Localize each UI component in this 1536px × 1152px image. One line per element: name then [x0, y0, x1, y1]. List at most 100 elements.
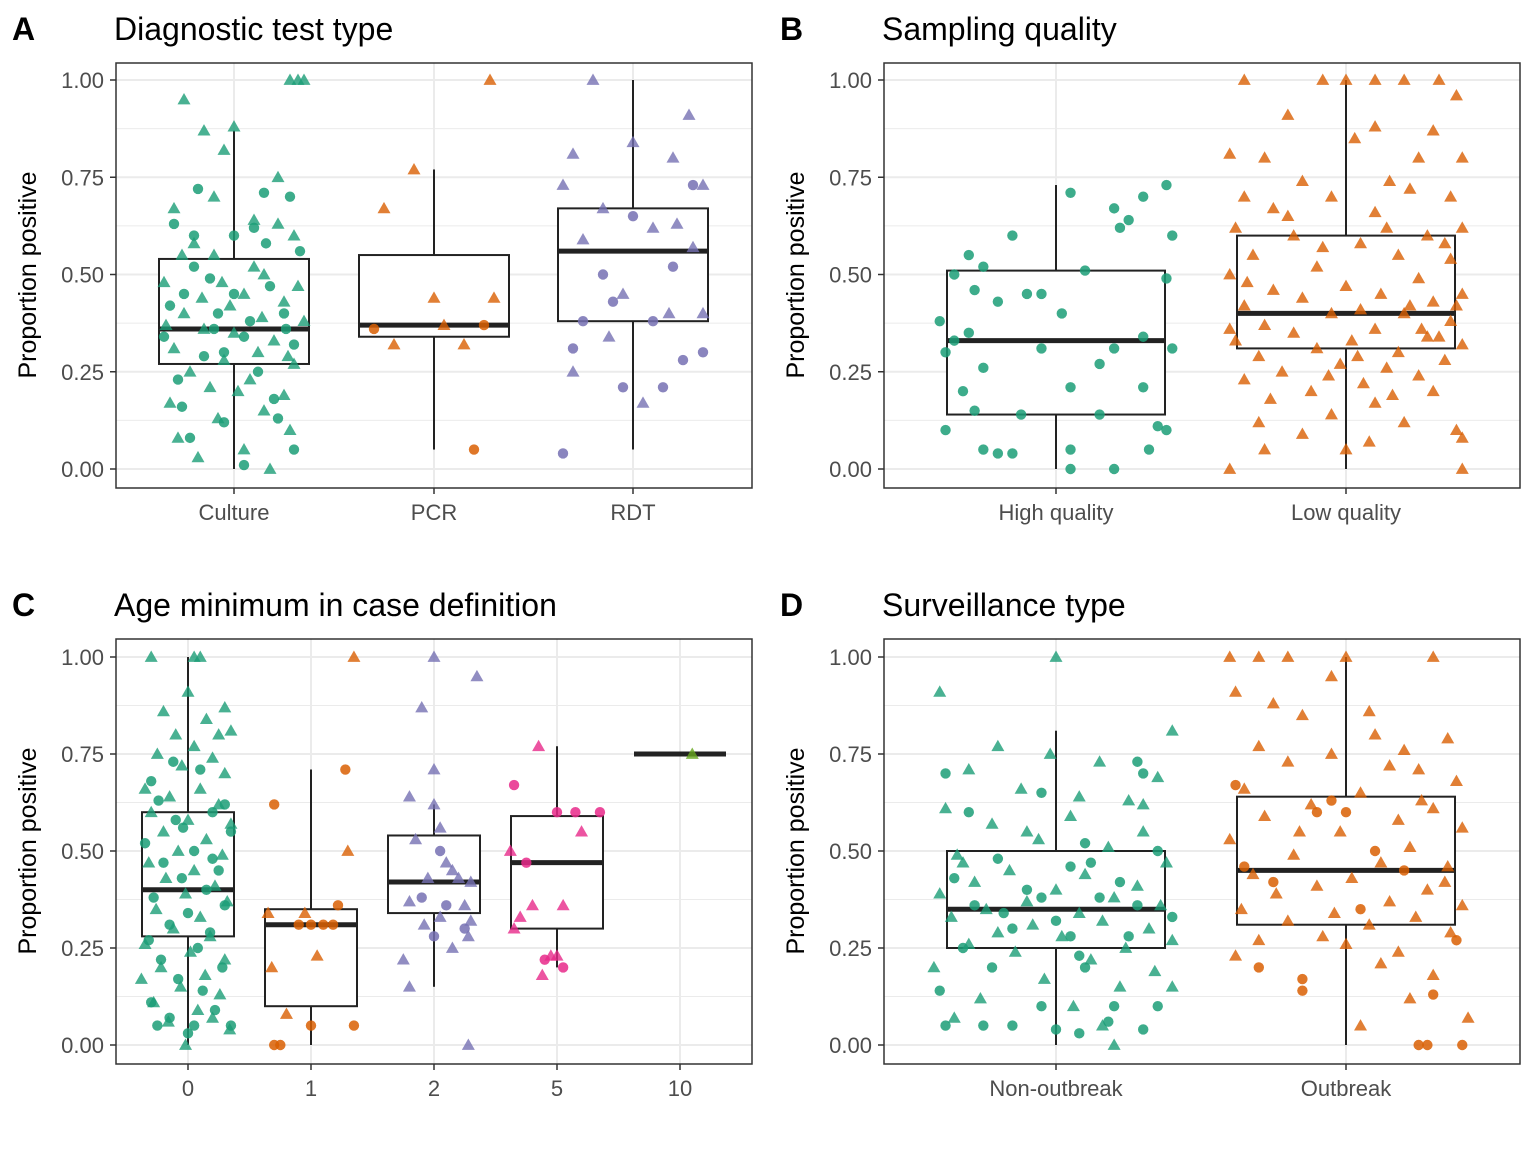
data-point: [978, 444, 989, 455]
data-point: [1356, 376, 1370, 389]
data-point: [271, 217, 285, 229]
data-point: [228, 288, 240, 300]
data-point: [1316, 240, 1330, 253]
data-point: [146, 775, 157, 787]
data-point: [617, 382, 629, 393]
data-point: [213, 865, 224, 876]
data-point: [1383, 894, 1397, 907]
data-point: [279, 1007, 293, 1019]
data-point: [188, 261, 200, 272]
data-point: [1380, 361, 1394, 373]
data-point: [263, 462, 277, 474]
data-point: [1412, 763, 1426, 775]
data-point: [153, 795, 164, 806]
data-point: [1065, 931, 1076, 942]
data-point: [1449, 299, 1463, 311]
x-tick-label: 1: [305, 1076, 317, 1101]
y-tick-label: 0.25: [61, 936, 104, 961]
data-point: [1362, 918, 1376, 930]
data-point: [1258, 809, 1272, 821]
data-point: [478, 319, 490, 331]
data-point: [237, 287, 251, 299]
data-point: [985, 817, 999, 829]
data-point: [211, 411, 225, 424]
data-point: [305, 1020, 317, 1031]
data-point: [944, 910, 958, 922]
data-point: [567, 343, 579, 354]
data-point: [1138, 331, 1149, 342]
panel-title-a: Diagnostic test type: [114, 11, 393, 47]
data-point: [963, 327, 974, 339]
data-point: [310, 949, 324, 961]
data-point: [1078, 867, 1092, 880]
data-point: [402, 790, 416, 802]
data-point: [1258, 318, 1272, 330]
data-point: [191, 450, 205, 463]
data-point: [1420, 883, 1434, 895]
data-point: [187, 236, 201, 249]
data-point: [218, 347, 230, 358]
data-point: [566, 147, 580, 159]
data-point: [1258, 443, 1272, 455]
data-point: [193, 650, 207, 662]
data-point: [158, 857, 169, 868]
data-point: [1391, 813, 1405, 825]
data-point: [277, 388, 291, 400]
data-point: [1108, 343, 1120, 354]
data-point: [138, 937, 152, 949]
y-tick-label: 0.75: [61, 165, 104, 190]
data-point: [1114, 876, 1126, 888]
data-point: [1322, 369, 1336, 381]
data-point: [193, 910, 207, 922]
data-point: [144, 650, 158, 662]
data-point: [1297, 973, 1308, 985]
panel-title-d: Surveillance type: [882, 587, 1126, 623]
data-point: [969, 405, 980, 416]
x-tick-label: RDT: [610, 500, 655, 525]
data-point: [177, 822, 189, 833]
data-point: [348, 1020, 360, 1031]
data-point: [947, 1011, 961, 1023]
data-point: [1333, 825, 1347, 837]
data-point: [1354, 303, 1368, 315]
data-point: [327, 919, 339, 930]
data-point: [1096, 1019, 1110, 1031]
data-point: [1036, 787, 1047, 798]
data-point: [427, 763, 441, 775]
data-point: [1287, 326, 1301, 338]
y-axis-label-b: Proportion positive: [782, 171, 810, 378]
x-tick-label: High quality: [999, 500, 1114, 525]
data-point: [178, 288, 190, 300]
data-point: [1398, 865, 1410, 876]
data-point: [225, 826, 237, 837]
data-point: [667, 261, 679, 272]
data-point: [1136, 825, 1150, 837]
data-point: [318, 919, 329, 930]
data-point: [1455, 898, 1469, 911]
data-point: [183, 365, 197, 377]
y-tick-label: 0.00: [61, 1033, 104, 1058]
data-point: [272, 413, 284, 424]
data-point: [1138, 768, 1149, 779]
data-point: [1021, 884, 1033, 895]
data-point: [969, 284, 980, 296]
data-point: [158, 331, 170, 342]
data-point: [1269, 887, 1283, 899]
x-tick-label: Outbreak: [1301, 1076, 1392, 1101]
data-point: [557, 962, 569, 973]
data-point: [647, 315, 659, 327]
data-point: [168, 756, 179, 767]
data-point: [1412, 271, 1426, 284]
data-point: [247, 260, 261, 272]
data-point: [181, 685, 195, 697]
data-point: [409, 832, 423, 845]
y-tick-label: 0.00: [61, 457, 104, 482]
data-point: [199, 832, 213, 845]
data-point: [464, 914, 478, 926]
data-point: [1441, 731, 1455, 744]
data-point: [570, 807, 581, 818]
data-point: [507, 922, 521, 934]
data-point: [1295, 427, 1309, 439]
data-point: [1415, 794, 1429, 806]
